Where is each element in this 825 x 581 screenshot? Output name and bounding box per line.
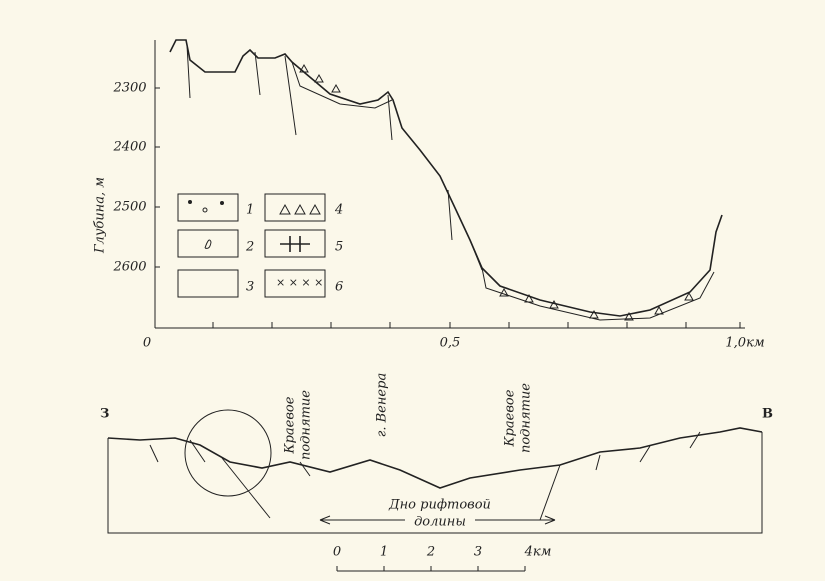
y-tick-label: 2300 bbox=[112, 81, 146, 96]
legend-number: 2 bbox=[245, 240, 254, 255]
legend-number: 6 bbox=[335, 280, 343, 295]
y-tick-label: 2400 bbox=[112, 140, 146, 155]
left-rise-label: поднятие bbox=[299, 390, 314, 460]
y-axis-label: Глубина, м bbox=[93, 177, 108, 254]
legend-pattern: × × × × bbox=[276, 276, 323, 289]
scale-label: 1 bbox=[380, 545, 388, 560]
x-tick-label: 0 bbox=[143, 336, 151, 351]
scale-label: 3 bbox=[474, 545, 482, 560]
right-rise-label: поднятие bbox=[519, 383, 534, 453]
legend-number: 5 bbox=[335, 240, 343, 255]
left-rise-label: Краевое bbox=[283, 396, 298, 454]
rift-floor-label: долины bbox=[414, 515, 466, 530]
mount-label: г. Венера bbox=[375, 373, 390, 437]
east-label: В bbox=[762, 407, 773, 422]
x-tick-label: 0,5 bbox=[440, 336, 461, 351]
scale-label: 2 bbox=[426, 545, 435, 560]
west-label: З bbox=[100, 407, 109, 422]
legend-number: 4 bbox=[334, 203, 343, 218]
scale-label: 4км bbox=[524, 545, 552, 560]
figure: 2300 2400 2500 2600 Глубина, м 0 0,5 1,0… bbox=[0, 0, 825, 581]
y-tick-label: 2500 bbox=[112, 200, 146, 215]
x-tick-label: 1,0км bbox=[725, 336, 764, 351]
scale-label: 0 bbox=[333, 545, 341, 560]
legend-number: 3 bbox=[246, 280, 254, 295]
y-tick-label: 2600 bbox=[112, 260, 146, 275]
right-rise-label: Краевое bbox=[503, 389, 518, 447]
legend-number: 1 bbox=[246, 203, 254, 218]
rift-floor-label: Дно рифтовой bbox=[388, 498, 491, 513]
